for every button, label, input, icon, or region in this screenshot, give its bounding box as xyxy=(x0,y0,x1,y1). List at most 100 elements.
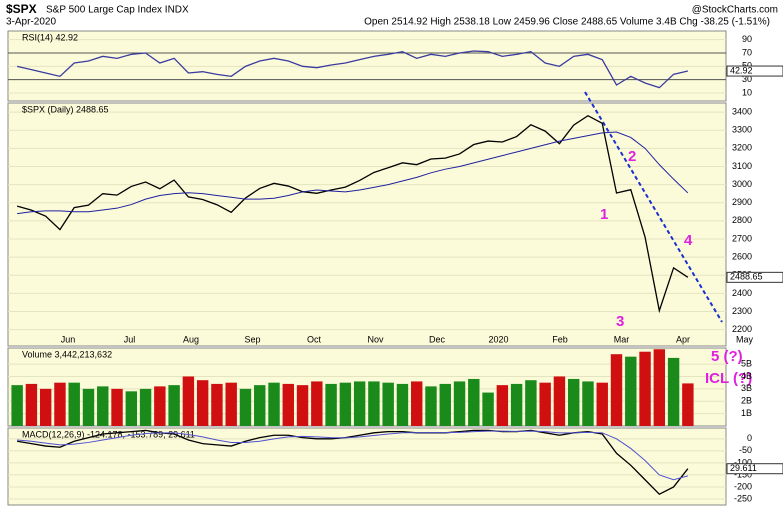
y-tick-label: -100 xyxy=(734,457,752,467)
y-tick-label: 3B xyxy=(741,383,752,393)
volume-bar xyxy=(311,381,323,426)
volume-bar xyxy=(39,388,52,426)
y-tick-label: 1B xyxy=(741,408,752,418)
value-tag-box xyxy=(726,65,783,77)
date: 3-Apr-2020 xyxy=(6,17,56,28)
volume-bar xyxy=(368,381,380,426)
volume-bar xyxy=(625,356,637,426)
volume-bar xyxy=(82,388,95,426)
y-tick-label: 2300 xyxy=(732,306,752,316)
volume-bar xyxy=(411,381,423,426)
volume-bar xyxy=(125,391,138,426)
credit: @StockCharts.com xyxy=(692,5,778,16)
volume-bar xyxy=(168,385,180,426)
volume-bar xyxy=(596,382,608,426)
x-tick-label: Jun xyxy=(61,334,76,344)
quote: Open 2514.92 High 2538.18 Low 2459.96 Cl… xyxy=(364,17,770,28)
volume-bar xyxy=(496,385,509,426)
x-tick-label: 2020 xyxy=(488,334,508,344)
volume-bar xyxy=(196,380,209,426)
panel-title: $SPX (Daily) 2488.65 xyxy=(22,104,109,114)
volume-bar xyxy=(425,386,437,426)
volume-bar xyxy=(325,383,337,426)
volume-bar xyxy=(468,378,480,426)
y-tick-label: 3300 xyxy=(732,125,752,135)
volume-bar xyxy=(567,378,580,426)
volume-bar xyxy=(610,354,623,426)
series-line xyxy=(17,430,688,481)
x-tick-label: Feb xyxy=(552,334,568,344)
y-tick-label: 70 xyxy=(742,47,752,57)
y-tick-label: 2600 xyxy=(732,252,752,262)
wave-label: 1 xyxy=(600,206,608,223)
volume-bar xyxy=(296,385,309,426)
x-tick-label: Apr xyxy=(676,334,690,344)
volume-bar xyxy=(353,381,366,426)
volume-bar xyxy=(282,383,294,426)
volume-bar xyxy=(97,386,109,426)
volume-bar xyxy=(667,357,680,426)
value-tag: 29.611 xyxy=(730,463,757,473)
value-tag: 2488.65 xyxy=(730,272,763,282)
volume-bar xyxy=(539,382,551,426)
x-tick-label: Nov xyxy=(367,334,384,344)
series-line xyxy=(16,50,689,89)
series-line xyxy=(17,131,689,215)
y-tick-label: 2B xyxy=(741,396,752,406)
panel-title: Volume 3,442,213,632 xyxy=(22,349,112,359)
volume-bar xyxy=(68,382,80,426)
volume-bar xyxy=(653,349,666,426)
volume-bar xyxy=(25,383,38,426)
volume-bar xyxy=(211,383,223,426)
value-tag-box xyxy=(726,463,783,475)
y-tick-label: -150 xyxy=(734,469,752,479)
y-tick-label: 90 xyxy=(742,34,752,44)
volume-bar xyxy=(439,383,451,426)
volume-bar xyxy=(254,385,266,426)
volume-bar xyxy=(154,386,166,426)
volume-bar xyxy=(453,381,466,426)
y-tick-label: -50 xyxy=(739,445,752,455)
x-tick-label: Mar xyxy=(614,334,630,344)
volume-bar xyxy=(54,382,66,426)
volume-bar xyxy=(482,392,494,426)
y-tick-label: 3000 xyxy=(732,179,752,189)
volume-bar xyxy=(225,382,237,426)
y-tick-label: -250 xyxy=(734,493,752,503)
wave-label: 4 xyxy=(684,232,693,249)
panel xyxy=(7,102,727,347)
panel-title: RSI(14) 42.92 xyxy=(22,32,78,42)
y-tick-label: 4B xyxy=(741,371,752,381)
volume-bar xyxy=(582,381,594,426)
volume-bar xyxy=(639,351,651,426)
volume-bar xyxy=(182,376,195,426)
panel xyxy=(7,427,727,506)
value-tag-box xyxy=(726,271,783,283)
y-tick-label: 2200 xyxy=(732,324,752,334)
x-tick-label: Jul xyxy=(124,334,136,344)
wave-label: 3 xyxy=(616,313,624,330)
y-tick-label: 2800 xyxy=(732,215,752,225)
y-tick-label: 2700 xyxy=(732,233,752,243)
volume-bar xyxy=(239,388,252,426)
volume-bar xyxy=(382,382,394,426)
panel-title: MACD(12,26,9) -124.178, -153.789, 29.611 xyxy=(22,429,195,439)
x-tick-label: Dec xyxy=(429,334,446,344)
x-tick-label: Aug xyxy=(183,334,199,344)
y-tick-label: 2400 xyxy=(732,288,752,298)
trend-line xyxy=(584,91,723,323)
x-tick-label: Oct xyxy=(307,334,322,344)
y-tick-label: 30 xyxy=(742,74,752,84)
volume-bar xyxy=(268,382,280,426)
y-tick-label: 3100 xyxy=(732,161,752,171)
wave-label: ICL (?) xyxy=(705,370,752,387)
index-name: S&P 500 Large Cap Index INDX xyxy=(46,5,189,16)
y-tick-label: 5B xyxy=(741,358,752,368)
volume-bar xyxy=(510,383,523,426)
wave-label: 2 xyxy=(628,148,636,165)
volume-bar xyxy=(139,388,152,426)
y-tick-label: 3400 xyxy=(732,106,752,116)
symbol: $SPX xyxy=(6,2,37,16)
volume-bar xyxy=(111,388,123,426)
